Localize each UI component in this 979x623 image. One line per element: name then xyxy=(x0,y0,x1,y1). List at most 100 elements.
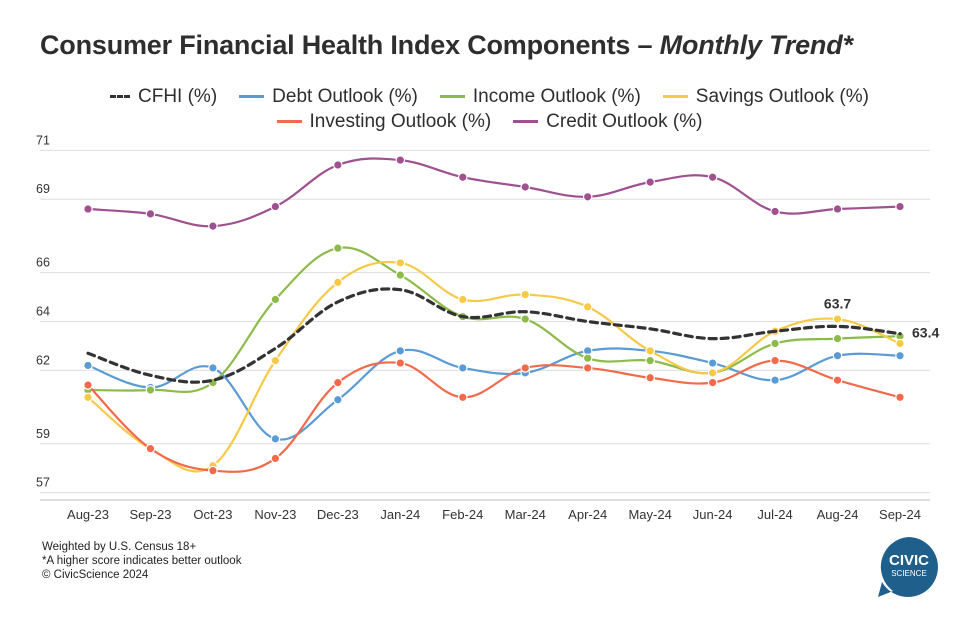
data-point-debt xyxy=(333,394,343,405)
data-point-savings xyxy=(707,368,718,378)
series-line-savings xyxy=(86,260,902,473)
data-label: 63.4 xyxy=(912,325,939,341)
data-point-savings xyxy=(832,314,843,324)
data-point-savings xyxy=(270,355,281,366)
legend-item-credit: Credit Outlook (%) xyxy=(513,111,702,133)
x-tick-label: Sep-24 xyxy=(879,507,921,522)
data-label: 63.7 xyxy=(824,295,851,311)
legend-item-cfhi: CFHI (%) xyxy=(110,86,217,108)
data-point-debt xyxy=(395,346,406,356)
legend-swatch-investing xyxy=(276,120,302,123)
y-tick-label: 71 xyxy=(36,133,50,147)
legend-swatch-savings xyxy=(662,95,688,98)
legend-item-debt: Debt Outlook (%) xyxy=(239,86,418,108)
x-tick-label: Dec-23 xyxy=(317,507,359,522)
data-point-investing xyxy=(895,392,905,403)
x-tick-label: Apr-24 xyxy=(568,507,607,522)
data-point-savings xyxy=(895,338,905,349)
series-line-income xyxy=(86,246,902,394)
x-tick-label: Aug-24 xyxy=(817,507,859,522)
data-point-income xyxy=(270,294,281,305)
data-point-credit xyxy=(145,209,156,219)
y-tick-label: 64 xyxy=(36,305,50,319)
note-score: *A higher score indicates better outlook xyxy=(42,555,242,567)
data-point-credit xyxy=(770,206,780,217)
data-point-investing xyxy=(145,443,156,454)
data-point-debt xyxy=(208,363,218,373)
x-tick-label: Oct-23 xyxy=(193,507,232,522)
data-point-credit xyxy=(645,177,655,187)
legend-row-1: CFHI (%) Debt Outlook (%) Income Outlook… xyxy=(0,84,979,109)
data-point-income xyxy=(145,385,156,395)
chart-title-sub: Monthly Trend* xyxy=(659,30,853,60)
note-weighting: Weighted by U.S. Census 18+ xyxy=(42,541,197,553)
data-point-debt xyxy=(895,350,905,361)
data-point-investing xyxy=(333,377,343,388)
data-point-credit xyxy=(895,201,905,212)
data-point-credit xyxy=(83,204,93,214)
data-point-debt xyxy=(83,360,93,371)
note-copyright: © CivicScience 2024 xyxy=(42,569,149,581)
data-point-investing xyxy=(395,358,406,368)
data-point-debt xyxy=(832,350,843,361)
legend-label-savings: Savings Outlook (%) xyxy=(695,85,869,107)
data-point-savings xyxy=(333,277,343,288)
data-point-income xyxy=(582,353,593,363)
data-point-credit xyxy=(520,182,531,192)
y-tick-label: 62 xyxy=(36,353,50,367)
logo-text-civic: CIVIC xyxy=(889,552,929,569)
data-point-investing xyxy=(208,465,218,476)
legend-swatch-income xyxy=(439,95,465,98)
legend-swatch-credit xyxy=(513,120,539,123)
data-point-credit xyxy=(582,191,593,202)
legend-label-cfhi: CFHI (%) xyxy=(138,85,218,107)
data-point-credit xyxy=(395,155,406,165)
data-point-income xyxy=(395,270,406,280)
data-point-income xyxy=(645,355,655,366)
data-point-credit xyxy=(707,172,718,183)
data-point-income xyxy=(770,338,780,349)
series-line-credit xyxy=(86,157,902,228)
legend-row-2: Investing Outlook (%) Credit Outlook (%) xyxy=(0,109,979,134)
x-tick-label: Jan-24 xyxy=(380,507,420,522)
series-line-cfhi xyxy=(86,287,902,384)
legend-item-investing: Investing Outlook (%) xyxy=(276,111,491,133)
data-point-credit xyxy=(457,172,468,183)
x-tick-label: Mar-24 xyxy=(505,507,546,522)
y-tick-label: 57 xyxy=(36,476,50,490)
legend-swatch-debt xyxy=(239,95,265,98)
data-point-income xyxy=(520,314,531,324)
legend-label-debt: Debt Outlook (%) xyxy=(272,85,418,107)
data-point-investing xyxy=(520,363,531,373)
y-tick-label: 69 xyxy=(36,182,50,196)
data-point-investing xyxy=(707,377,718,388)
chart-title-main: Consumer Financial Health Index Componen… xyxy=(40,30,660,60)
data-point-debt xyxy=(270,434,281,444)
legend-item-savings: Savings Outlook (%) xyxy=(662,85,869,108)
legend: CFHI (%) Debt Outlook (%) Income Outlook… xyxy=(0,84,979,134)
y-tick-label: 59 xyxy=(36,427,50,441)
legend-label-credit: Credit Outlook (%) xyxy=(546,110,703,132)
data-point-debt xyxy=(457,363,468,373)
x-tick-label: Aug-23 xyxy=(67,507,109,522)
x-tick-label: Jun-24 xyxy=(693,507,733,522)
data-point-savings xyxy=(582,302,593,312)
data-point-savings xyxy=(83,392,93,403)
x-tick-label: Sep-23 xyxy=(130,507,172,522)
data-point-investing xyxy=(83,380,93,390)
data-point-savings xyxy=(457,294,468,305)
legend-label-income: Income Outlook (%) xyxy=(472,85,641,107)
data-point-savings xyxy=(645,346,655,356)
data-point-income xyxy=(333,243,343,253)
data-point-investing xyxy=(582,363,593,373)
civicscience-logo: CIVIC SCIENCE xyxy=(878,537,938,597)
legend-item-income: Income Outlook (%) xyxy=(439,85,641,108)
data-point-investing xyxy=(645,372,655,383)
data-point-debt xyxy=(770,375,780,385)
data-point-investing xyxy=(457,392,468,403)
chart-title: Consumer Financial Health Index Componen… xyxy=(40,30,853,61)
data-point-credit xyxy=(333,160,343,170)
chart-notes: Weighted by U.S. Census 18+ *A higher sc… xyxy=(42,540,241,582)
data-point-investing xyxy=(270,453,281,464)
